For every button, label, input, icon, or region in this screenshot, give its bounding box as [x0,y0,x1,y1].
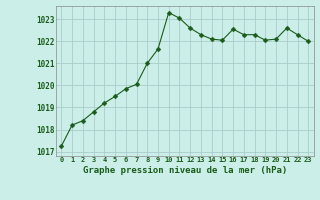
X-axis label: Graphe pression niveau de la mer (hPa): Graphe pression niveau de la mer (hPa) [83,166,287,175]
